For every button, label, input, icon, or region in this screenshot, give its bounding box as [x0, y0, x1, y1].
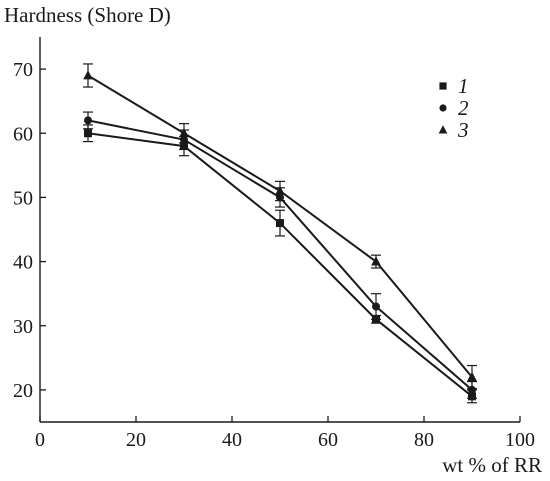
x-tick-label: 40: [222, 429, 242, 451]
x-tick-label: 80: [414, 429, 434, 451]
data-point: [84, 116, 92, 125]
y-tick-label: 60: [13, 123, 33, 145]
series-line: [87, 132, 473, 398]
legend-item-2: 2: [439, 96, 469, 120]
x-tick-label: 100: [505, 429, 535, 451]
y-tick-label: 20: [13, 380, 33, 402]
data-point: [371, 256, 381, 266]
data-point: [467, 371, 477, 381]
legend-label: 1: [458, 74, 469, 98]
data-point: [468, 385, 476, 394]
legend-marker: [439, 104, 447, 112]
data-point: [372, 302, 380, 311]
data-point: [84, 129, 92, 138]
legend-label: 2: [458, 96, 469, 120]
data-point: [179, 127, 189, 138]
y-tick-label: 30: [13, 316, 33, 338]
series-1: [83, 124, 477, 404]
legend-item-3: 3: [438, 118, 469, 142]
data-point: [275, 185, 285, 195]
legend-marker: [438, 125, 448, 134]
x-tick-label: 20: [126, 429, 146, 451]
legend: 123: [438, 74, 469, 142]
y-tick-label: 70: [13, 59, 33, 81]
axes: 0 20 40 60 80 100 20 30 40 50 60 70: [13, 37, 535, 451]
data-point: [276, 219, 284, 228]
legend-label: 3: [457, 118, 469, 142]
series-3: [83, 63, 477, 390]
y-tick-label: 40: [13, 252, 33, 274]
x-tick-label: 60: [318, 429, 338, 451]
legend-marker: [439, 82, 447, 90]
x-tick-label: 0: [35, 429, 45, 451]
x-axis-title: wt % of RR: [442, 453, 542, 477]
series-2: [83, 111, 477, 399]
y-axis-title: Hardness (Shore D): [4, 3, 171, 27]
legend-item-1: 1: [439, 74, 469, 98]
y-tick-label: 50: [13, 187, 33, 209]
series-layer: [83, 63, 477, 404]
data-point: [83, 70, 93, 80]
